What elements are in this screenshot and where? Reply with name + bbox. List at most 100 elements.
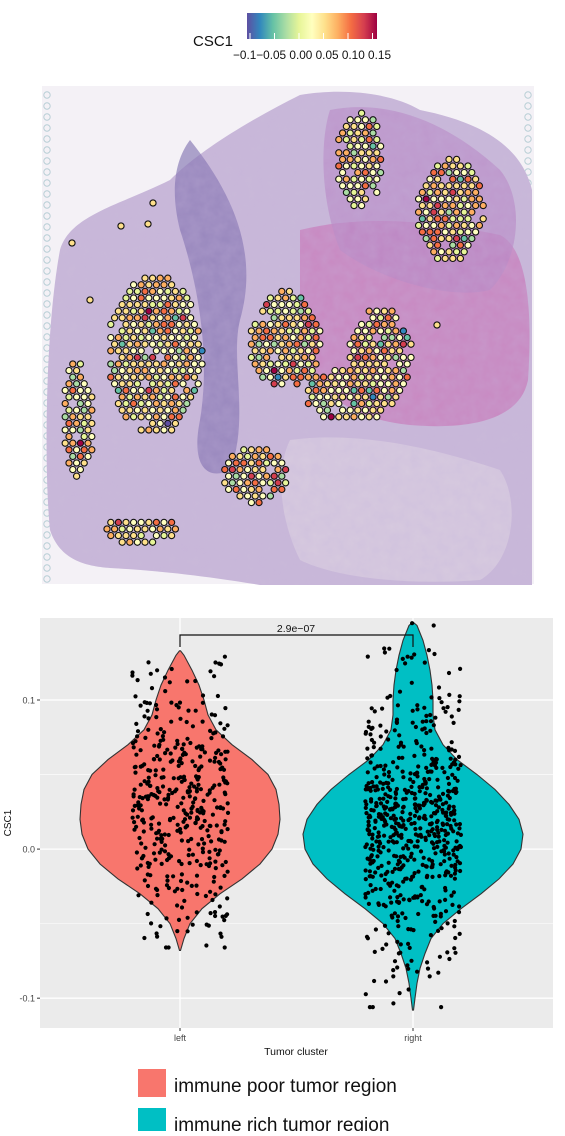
jitter-point <box>140 855 145 861</box>
spot <box>129 320 138 329</box>
jitter-point <box>365 746 370 751</box>
jitter-point <box>371 784 376 789</box>
spot <box>373 373 381 381</box>
spot <box>76 439 85 447</box>
spot <box>365 399 373 408</box>
jitter-point <box>427 974 432 979</box>
spot <box>160 347 168 355</box>
spot <box>456 162 465 170</box>
spot <box>369 406 377 414</box>
spot <box>392 380 400 388</box>
jitter-point <box>194 789 199 794</box>
spot <box>376 406 385 414</box>
spot <box>179 380 187 388</box>
spot <box>270 472 278 480</box>
jitter-point <box>445 817 450 822</box>
spot <box>346 353 354 362</box>
jitter-point <box>436 834 441 839</box>
spot <box>456 175 465 183</box>
jitter-point <box>374 804 379 809</box>
spot <box>373 188 381 197</box>
spot <box>107 531 115 540</box>
jitter-point <box>376 902 381 907</box>
jitter-point <box>403 661 408 666</box>
jitter-point <box>165 747 170 752</box>
spot <box>384 314 392 322</box>
spot <box>179 287 187 296</box>
spot <box>61 413 69 421</box>
jitter-point <box>396 744 401 749</box>
jitter-point <box>397 900 402 905</box>
spot <box>72 406 81 414</box>
fiducial-marker <box>43 311 51 319</box>
spot <box>175 294 183 302</box>
spot <box>186 393 195 401</box>
jitter-point <box>443 888 448 893</box>
spot <box>430 195 438 203</box>
jitter-point <box>199 805 204 810</box>
jitter-point <box>395 895 400 900</box>
spot <box>361 116 370 124</box>
spot <box>357 109 366 117</box>
spot <box>376 340 385 348</box>
jitter-point <box>163 751 168 756</box>
jitter-point <box>130 815 135 820</box>
jitter-point <box>382 646 387 651</box>
spot <box>118 538 126 546</box>
spot <box>441 201 449 210</box>
spot <box>179 366 187 375</box>
jitter-point <box>215 852 220 857</box>
jitter-point <box>386 785 391 790</box>
spot <box>445 234 453 243</box>
spot <box>422 182 430 190</box>
jitter-point <box>133 694 138 699</box>
spot <box>259 347 267 355</box>
spot <box>141 366 149 375</box>
jitter-point <box>145 883 151 889</box>
jitter-point <box>396 951 401 956</box>
jitter-point <box>185 880 190 885</box>
spot <box>445 195 453 203</box>
jitter-point <box>140 796 145 801</box>
spot <box>179 393 187 401</box>
jitter-point <box>187 785 192 790</box>
jitter-point <box>225 723 230 728</box>
jitter-point <box>456 766 461 771</box>
spot <box>69 373 77 381</box>
spot <box>433 254 442 263</box>
spot <box>433 228 442 236</box>
jitter-point <box>145 860 150 866</box>
spot <box>122 413 130 421</box>
jitter-point <box>433 715 438 720</box>
spot <box>247 340 256 348</box>
jitter-point <box>177 859 182 864</box>
jitter-point <box>158 727 163 732</box>
jitter-point <box>212 798 217 803</box>
jitter-point <box>200 700 205 705</box>
jitter-point <box>209 736 214 741</box>
spot <box>350 162 358 170</box>
spot <box>164 525 172 533</box>
spot <box>281 465 290 474</box>
spot <box>137 281 145 289</box>
spot <box>129 413 138 421</box>
jitter-point <box>211 731 216 736</box>
spot <box>281 347 290 355</box>
spot <box>350 347 358 355</box>
jitter-point <box>169 700 174 705</box>
jitter-point <box>418 832 423 837</box>
jitter-point <box>412 652 417 657</box>
spot <box>346 182 354 190</box>
spot <box>126 287 134 296</box>
jitter-point <box>457 861 463 866</box>
spot <box>164 340 172 348</box>
fiducial-marker <box>43 245 51 253</box>
spot <box>266 492 275 500</box>
spot <box>293 353 301 362</box>
spot <box>164 300 172 309</box>
jitter-point <box>166 795 171 800</box>
jitter-point <box>200 824 205 829</box>
spot <box>259 452 267 461</box>
spot <box>167 518 176 527</box>
spot <box>304 333 313 342</box>
